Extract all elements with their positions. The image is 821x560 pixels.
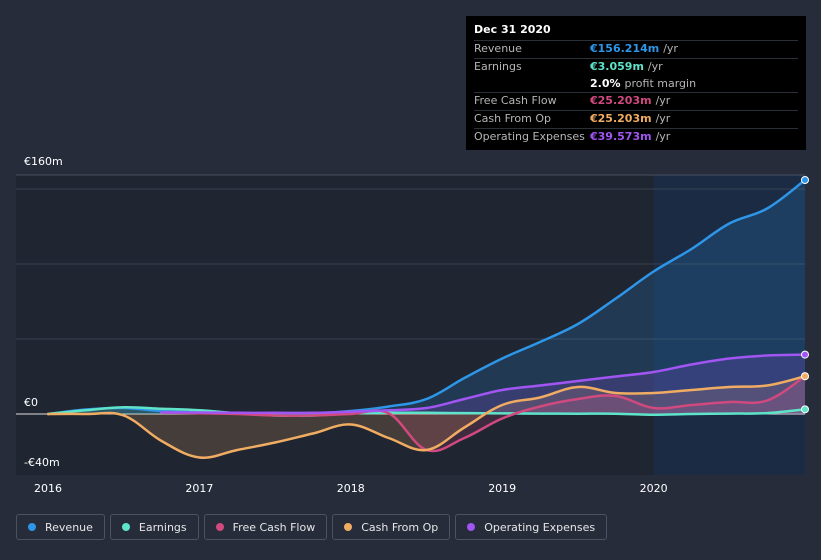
- tooltip-row-earnings: Earnings €3.059m /yr: [474, 57, 798, 76]
- tooltip-unit: /yr: [647, 59, 663, 73]
- x-tick-label: 2017: [185, 482, 213, 495]
- endpoint-operating-expenses: [801, 350, 809, 359]
- legend-dot-icon: [344, 523, 353, 531]
- line-free-cash-flow: [160, 374, 807, 453]
- legend-label: Operating Expenses: [484, 520, 596, 534]
- line-operating-expenses: [160, 353, 807, 415]
- tooltip-unit: /yr: [655, 129, 671, 143]
- x-tick-label: 2020: [640, 482, 668, 495]
- tooltip-value: €25.203m: [590, 94, 652, 108]
- profit-margin-value: 2.0%: [590, 76, 621, 90]
- area-operating-expenses: [161, 354, 806, 414]
- tooltip-row-profit-margin: 2.0% profit margin: [474, 76, 798, 93]
- tooltip-value: €156.214m: [590, 42, 660, 55]
- legend-label: Cash From Op: [361, 520, 439, 534]
- plot-background: [16, 175, 805, 475]
- tooltip-unit: /yr: [655, 94, 671, 108]
- legend-item-earnings[interactable]: Earnings: [109, 514, 199, 540]
- area-revenue: [48, 180, 805, 414]
- legend: Revenue Earnings Free Cash Flow Cash Fro…: [16, 514, 608, 540]
- y-tick-label: -€40m: [24, 456, 60, 469]
- legend-item-operating-expenses[interactable]: Operating Expenses: [455, 514, 608, 540]
- series-endpoints: [801, 176, 809, 414]
- x-tick-label: 2016: [34, 482, 62, 495]
- profit-margin-label: profit margin: [624, 76, 697, 90]
- legend-item-revenue[interactable]: Revenue: [16, 514, 105, 540]
- legend-dot-icon: [467, 523, 476, 531]
- legend-item-free-cash-flow[interactable]: Free Cash Flow: [203, 514, 328, 540]
- legend-dot-icon: [215, 523, 224, 531]
- tooltip-value: €39.573m: [590, 129, 652, 143]
- tooltip-row-revenue: Revenue €156.214m /yr: [474, 40, 798, 58]
- endpoint-cash-from-op: [801, 372, 809, 381]
- legend-label: Free Cash Flow: [232, 520, 316, 534]
- tooltip-label: Revenue: [474, 42, 522, 55]
- tooltip-panel: Dec 31 2020 Revenue €156.214m /yr Earnin…: [466, 16, 806, 150]
- highlight-region: [653, 175, 805, 475]
- y-tick-label: €160m: [24, 155, 63, 168]
- tooltip-row-free-cash-flow: Free Cash Flow €25.203m /yr: [474, 92, 798, 110]
- legend-dot-icon: [121, 523, 130, 531]
- y-axis-ticks: €160m €0 -€40m: [24, 155, 63, 469]
- legend-label: Revenue: [45, 520, 93, 534]
- tooltip-value: €3.059m: [590, 59, 644, 73]
- line-cash-from-op: [46, 374, 807, 459]
- endpoint-earnings: [801, 405, 809, 414]
- tooltip-unit: /yr: [655, 112, 671, 126]
- line-earnings: [46, 406, 807, 418]
- tooltip-row-operating-expenses: Operating Expenses €39.573m /yr: [474, 127, 798, 146]
- legend-label: Earnings: [138, 520, 187, 534]
- x-tick-label: 2018: [337, 482, 365, 495]
- tooltip-label: Operating Expenses: [474, 129, 585, 143]
- tooltip-date: Dec 31 2020: [474, 23, 551, 36]
- chart-canvas: €160m €0 -€40m 2016 2017 2018 2019 2020: [16, 155, 809, 495]
- legend-dot-icon: [28, 523, 36, 531]
- tooltip-row-cash-from-op: Cash From Op €25.203m /yr: [474, 110, 798, 128]
- tooltip-label: Earnings: [474, 59, 522, 73]
- legend-item-cash-from-op[interactable]: Cash From Op: [332, 514, 451, 540]
- endpoint-revenue: [801, 176, 809, 184]
- x-tick-label: 2019: [488, 482, 516, 495]
- tooltip-value: €25.203m: [590, 112, 652, 126]
- tooltip-label: Free Cash Flow: [474, 94, 557, 108]
- series-lines: [46, 178, 807, 459]
- y-tick-label: €0: [24, 396, 38, 409]
- tooltip-label: Cash From Op: [474, 112, 552, 126]
- tooltip-unit: /yr: [663, 42, 678, 55]
- x-axis-ticks: 2016 2017 2018 2019 2020: [34, 482, 668, 495]
